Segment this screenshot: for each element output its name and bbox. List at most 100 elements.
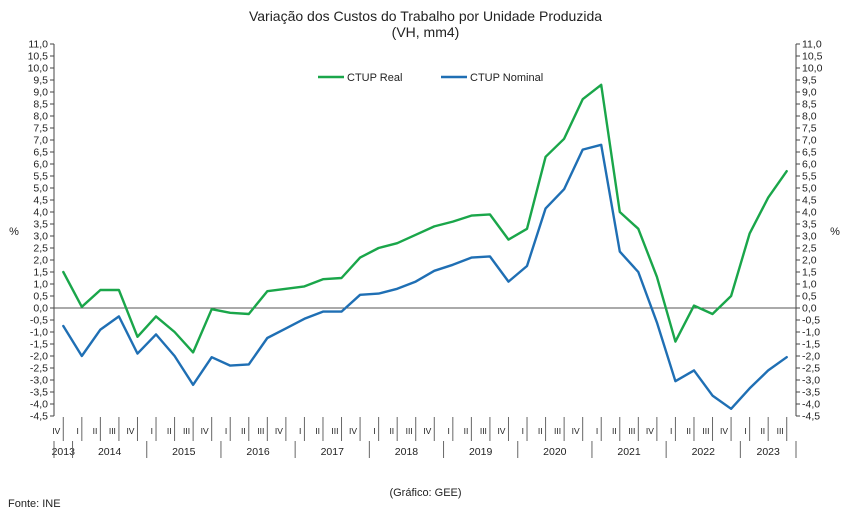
y-tick-label-left: 8,0 — [33, 111, 48, 123]
x-year-label: 2016 — [246, 446, 270, 458]
y-tick-label-left: 10,5 — [28, 51, 49, 63]
x-year-label: 2018 — [395, 446, 419, 458]
y-tick-label-right: 2,0 — [802, 255, 817, 267]
y-tick-label-right: 3,5 — [802, 219, 817, 231]
y-tick-label-left: 3,5 — [33, 219, 48, 231]
y-tick-label-right: 6,0 — [802, 159, 817, 171]
y-tick-label-left: 7,0 — [33, 135, 48, 147]
y-tick-label-left: -3,5 — [30, 387, 48, 399]
y-tick-label-left: 11,0 — [28, 39, 48, 51]
x-quarter-label: I — [225, 426, 227, 436]
chart-title-block: Variação dos Custos do Trabalho por Unid… — [0, 8, 851, 40]
y-tick-label-right: 0,5 — [802, 291, 817, 303]
y-tick-label-left: 7,5 — [33, 123, 48, 135]
y-tick-label-left: 0,0 — [33, 303, 48, 315]
y-tick-label-right: 5,0 — [802, 183, 817, 195]
y-tick-label-right: 1,5 — [802, 267, 817, 279]
y-tick-label-left: 4,5 — [33, 195, 48, 207]
x-quarter-label: IV — [720, 426, 728, 436]
y-tick-label-right: -1,5 — [802, 339, 820, 351]
chart-subtitle: (VH, mm4) — [391, 24, 460, 40]
x-year-label: 2019 — [469, 446, 493, 458]
x-quarter-label: I — [76, 426, 78, 436]
y-tick-label-left: 9,0 — [33, 87, 48, 99]
x-quarter-label: III — [480, 426, 487, 436]
x-year-label: 2023 — [756, 446, 780, 458]
x-quarter-label: II — [167, 426, 172, 436]
y-tick-label-left: 2,5 — [33, 243, 48, 255]
y-tick-label-left: 0,5 — [33, 291, 48, 303]
y-tick-label-left: 3,0 — [33, 231, 48, 243]
y-tick-label-left: -3,0 — [30, 375, 48, 387]
y-tick-label-right: 11,0 — [802, 39, 822, 51]
x-quarter-label: IV — [201, 426, 209, 436]
y-tick-label-left: 5,0 — [33, 183, 48, 195]
y-tick-label-left: -4,0 — [30, 399, 48, 411]
y-tick-label-left: -1,5 — [30, 339, 48, 351]
y-tick-label-left: 1,5 — [33, 267, 48, 279]
x-quarter-label: IV — [423, 426, 431, 436]
y-tick-label-left: -1,0 — [30, 327, 48, 339]
x-quarter-label: IV — [646, 426, 654, 436]
y-tick-label-left: -4,5 — [30, 411, 48, 423]
x-quarter-label: IV — [126, 426, 134, 436]
y-tick-label-right: 7,5 — [802, 123, 817, 135]
x-quarter-label: I — [670, 426, 672, 436]
chart-title: Variação dos Custos do Trabalho por Unid… — [248, 8, 603, 24]
x-quarter-label: III — [257, 426, 264, 436]
y-tick-label-right: -3,5 — [802, 387, 820, 399]
x-year-label: 2017 — [321, 446, 345, 458]
y-tick-label-right: 6,5 — [802, 147, 817, 159]
x-quarter-label: III — [109, 426, 116, 436]
series-line-ctup-nominal — [62, 143, 788, 410]
x-quarter-label: IV — [275, 426, 283, 436]
y-tick-label-right: -1,0 — [802, 327, 820, 339]
y-tick-label-right: 8,0 — [802, 111, 817, 123]
y-tick-label-left: -0,5 — [30, 315, 48, 327]
y-tick-label-right: 7,0 — [802, 135, 817, 147]
y-tick-label-right: 9,5 — [802, 75, 817, 87]
x-quarter-label: IV — [52, 426, 60, 436]
y-tick-label-right: -3,0 — [802, 375, 820, 387]
x-quarter-label: II — [241, 426, 246, 436]
legend-label: CTUP Nominal — [470, 72, 543, 84]
x-quarter-label: III — [628, 426, 635, 436]
x-quarter-label: III — [406, 426, 413, 436]
x-quarter-label: II — [686, 426, 691, 436]
x-quarter-label: IV — [349, 426, 357, 436]
y-tick-label-left: 2,0 — [33, 255, 48, 267]
x-quarter-label: III — [702, 426, 709, 436]
y-tick-label-left: 6,5 — [33, 147, 48, 159]
x-year-label: 2014 — [98, 446, 122, 458]
y-tick-label-right: -2,5 — [802, 363, 820, 375]
y-tick-label-right: 5,5 — [802, 171, 817, 183]
x-quarter-label: II — [760, 426, 765, 436]
source-note: Fonte: INE — [8, 498, 61, 510]
y-tick-label-right: -4,5 — [802, 411, 820, 423]
y-tick-label-right: 10,0 — [802, 63, 823, 75]
y-tick-label-right: 3,0 — [802, 231, 817, 243]
y-tick-label-left: 8,5 — [33, 99, 48, 111]
x-year-label: 2020 — [543, 446, 567, 458]
x-year-label: 2021 — [617, 446, 641, 458]
y-tick-label-right: 8,5 — [802, 99, 817, 111]
x-quarter-label: III — [183, 426, 190, 436]
x-quarter-label: II — [538, 426, 543, 436]
y-tick-label-left: 4,0 — [33, 207, 48, 219]
x-quarter-label: I — [299, 426, 301, 436]
x-year-label: 2022 — [692, 446, 716, 458]
y-tick-label-right: -4,0 — [802, 399, 820, 411]
y-tick-label-left: 6,0 — [33, 159, 48, 171]
y-tick-label-left: 5,5 — [33, 171, 48, 183]
series-line-ctup-real — [62, 83, 788, 354]
x-quarter-label: III — [331, 426, 338, 436]
x-year-label: 2015 — [172, 446, 196, 458]
y-tick-label-left: 9,5 — [33, 75, 48, 87]
x-year-label: 2013 — [52, 446, 76, 458]
y-tick-label-left: -2,0 — [30, 351, 48, 363]
y-tick-label-right: 2,5 — [802, 243, 817, 255]
y-tick-label-right: 4,5 — [802, 195, 817, 207]
y-tick-label-left: -2,5 — [30, 363, 48, 375]
x-quarter-label: I — [744, 426, 746, 436]
